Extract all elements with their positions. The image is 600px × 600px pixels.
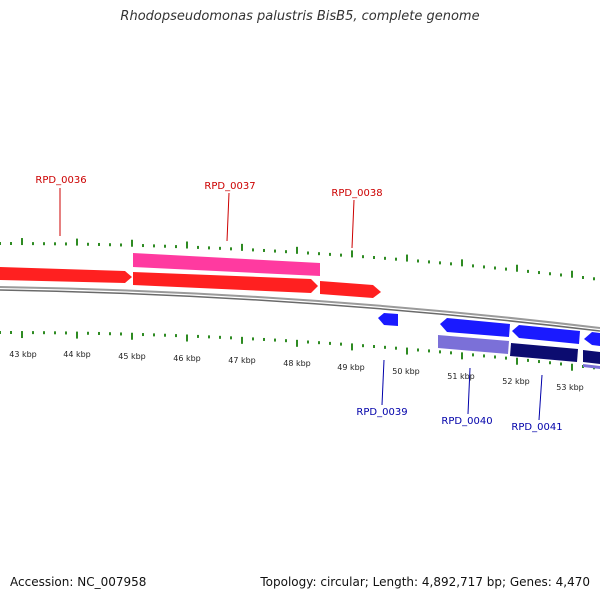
- callout-line-RPD_0037: [226, 192, 230, 242]
- scale-label: 44 kbp: [63, 350, 91, 359]
- gene-label-RPD_0041[interactable]: RPD_0041: [511, 422, 562, 433]
- gene-RPD_0038-arrow[interactable]: [320, 281, 381, 298]
- gene-RPD_0041-bar[interactable]: [510, 343, 578, 362]
- scale-label: 51 kbp: [447, 372, 475, 381]
- scale-label: 50 kbp: [392, 367, 420, 376]
- gene-RPD_0037-highlight[interactable]: [133, 253, 320, 276]
- gene-RPD_0039-arrow[interactable]: [378, 313, 398, 326]
- scale-label: 53 kbp: [556, 383, 584, 392]
- gene-label-RPD_0039[interactable]: RPD_0039: [356, 407, 407, 418]
- backbone-outer: [0, 286, 600, 329]
- scale-label: 48 kbp: [283, 359, 311, 368]
- gene-RPD_0036-arrow[interactable]: [0, 267, 132, 283]
- genome-summary-text: Topology: circular; Length: 4,892,717 bp…: [260, 575, 590, 589]
- scale-label: 45 kbp: [118, 352, 146, 361]
- scale-label: 47 kbp: [228, 356, 256, 365]
- gene-next-bar[interactable]: [583, 350, 600, 364]
- gene-RPD_0040-arrow[interactable]: [440, 318, 510, 337]
- gene-RPD_0041-arrow[interactable]: [512, 325, 580, 344]
- scale-label: 43 kbp: [9, 350, 37, 359]
- gene-RPD_0040-bar[interactable]: [438, 335, 509, 354]
- map-title: Rhodopseudomonas palustris BisB5, comple…: [120, 9, 480, 24]
- inner-tick-row: [0, 331, 595, 371]
- gene-label-RPD_0040[interactable]: RPD_0040: [441, 416, 492, 427]
- scale-label: 49 kbp: [337, 363, 365, 372]
- gene-label-RPD_0038[interactable]: RPD_0038: [331, 188, 382, 199]
- gene-label-RPD_0036[interactable]: RPD_0036: [35, 175, 86, 186]
- backbone-inner: [0, 289, 600, 332]
- outer-tick-row: [0, 238, 595, 281]
- scale-label: 46 kbp: [173, 354, 201, 363]
- scale-label: 52 kbp: [502, 377, 530, 386]
- callout-line-RPD_0039: [381, 359, 385, 406]
- callout-line-RPD_0040: [467, 367, 471, 415]
- gene-RPD_0037-arrow[interactable]: [133, 272, 318, 293]
- gene-label-RPD_0037[interactable]: RPD_0037: [204, 181, 255, 192]
- accession-text: Accession: NC_007958: [10, 575, 147, 589]
- callout-line-RPD_0038: [351, 199, 355, 249]
- gene-next-light[interactable]: [583, 364, 600, 369]
- callout-line-RPD_0041: [538, 374, 543, 421]
- gene-next-arrow[interactable]: [584, 332, 600, 346]
